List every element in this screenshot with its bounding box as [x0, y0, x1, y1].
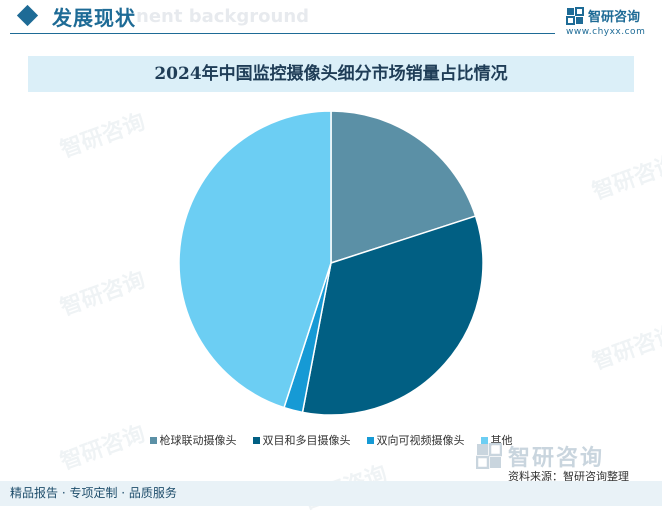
source-text: 资料来源：智研咨询整理 [508, 470, 629, 483]
chart-title: 2024年中国监控摄像头细分市场销量占比情况 [154, 64, 508, 84]
legend-swatch [149, 436, 157, 444]
header-divider [10, 33, 555, 34]
brand-name: 智研咨询 [588, 10, 641, 25]
chart-legend: 枪球联动摄像头 双目和多目摄像头 双向可视频摄像头 其他 [0, 432, 662, 448]
pie-slice-4 [178, 110, 332, 409]
source-brand-name: 智研咨询 [508, 446, 605, 471]
legend-item: 双目和多目摄像头 [252, 432, 351, 448]
header-watermark: nent background [136, 6, 310, 27]
source-brand: 智研咨询 [476, 440, 604, 472]
chart-title-bar: 2024年中国监控摄像头细分市场销量占比情况 [28, 56, 634, 92]
header: 发展现状 nent background 智研咨询 www.chyxx.com [0, 0, 662, 40]
pie-slice-2 [301, 215, 484, 416]
pie-slice-1 [330, 110, 477, 265]
section-title: 发展现状 [52, 6, 136, 30]
legend-label: 双目和多目摄像头 [262, 434, 351, 447]
legend-swatch [366, 436, 374, 444]
legend-swatch [480, 436, 488, 444]
source-logo-icon [476, 443, 502, 469]
footer-bar [0, 481, 662, 506]
brand-url: www.chyxx.com [566, 27, 646, 37]
legend-item: 枪球联动摄像头 [149, 432, 237, 448]
legend-swatch [252, 436, 260, 444]
brand: 智研咨询 [566, 6, 640, 25]
legend-label: 枪球联动摄像头 [159, 434, 237, 447]
brand-logo-icon [566, 6, 584, 25]
legend-item: 双向可视频摄像头 [366, 432, 465, 448]
legend-label: 双向可视频摄像头 [376, 434, 465, 447]
footer-text: 精品报告 · 专项定制 · 品质服务 [10, 486, 177, 500]
